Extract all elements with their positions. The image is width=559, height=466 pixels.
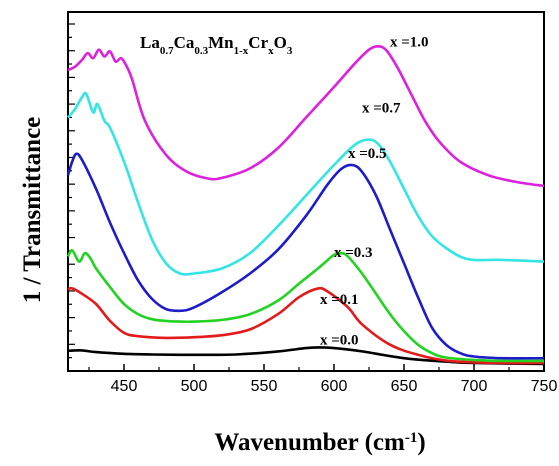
series-line-5 [67, 45, 545, 188]
series-label-5: x =1.0 [390, 34, 429, 50]
x-tick-label: 650 [391, 378, 418, 395]
series-line-3 [66, 152, 545, 360]
series-labels: x =0.0 x =0.1 x =0.3 x =0.5 x =0.7 x =1.0 [320, 34, 429, 348]
series-label-2: x =0.3 [334, 245, 373, 261]
x-tick-label: 500 [181, 378, 208, 395]
chart-title: La0.7Ca0.3Mn1-xCrxO3 [140, 33, 293, 57]
series-lines [66, 45, 545, 366]
x-tick-label: 450 [111, 378, 138, 395]
plot-border [67, 11, 545, 372]
x-tick-label: 700 [461, 378, 488, 395]
y-axis-label: 1 / Transmittance [19, 117, 46, 304]
minor-ticks [68, 23, 75, 372]
series-label-0: x =0.0 [320, 333, 359, 349]
plot-frame [67, 11, 545, 372]
x-tick-label: 550 [251, 378, 278, 395]
series-label-4: x =0.7 [362, 100, 401, 116]
x-axis-label: Wavenumber (cm-1) [214, 429, 425, 456]
x-tick-label: 600 [321, 378, 348, 395]
x-ticks: 450 500 550 600 650 700 750 [88, 364, 558, 395]
series-line-2 [66, 249, 545, 363]
series-line-0 [67, 346, 545, 366]
x-tick-label: 750 [531, 378, 558, 395]
series-line-4 [67, 91, 545, 276]
series-line-1 [67, 286, 545, 365]
series-label-1: x =0.1 [320, 292, 359, 308]
series-label-3: x =0.5 [348, 146, 387, 162]
